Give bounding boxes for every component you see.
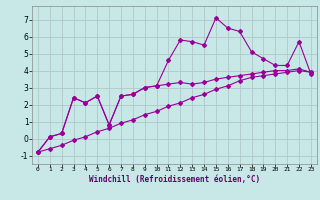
X-axis label: Windchill (Refroidissement éolien,°C): Windchill (Refroidissement éolien,°C) [89, 175, 260, 184]
